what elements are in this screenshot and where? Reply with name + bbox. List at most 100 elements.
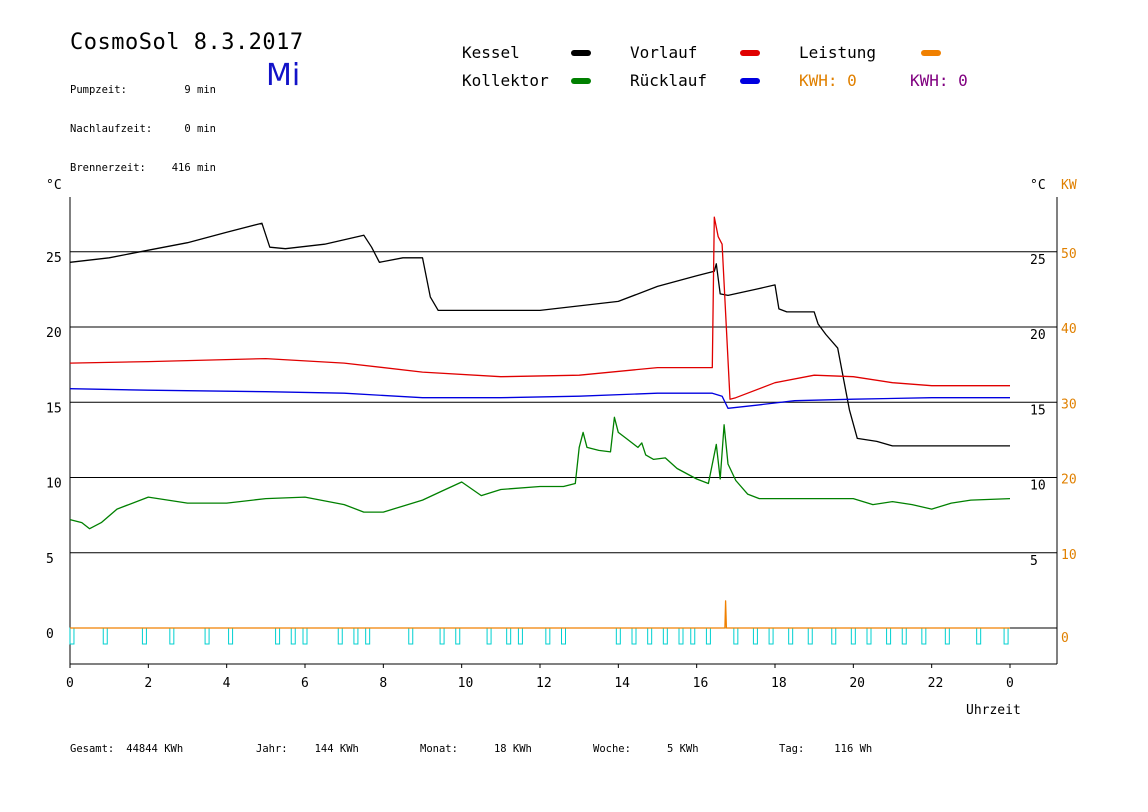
y-tick-label-right: 5 [1030,554,1038,569]
legend-swatch-vorlauf [740,50,760,56]
pump-pulse [662,627,668,645]
pump-pulse [752,627,758,645]
stat-label: Jahr: [256,743,288,755]
legend-label-kessel: Kessel [462,43,520,62]
x-tick-label: 0 [1006,676,1014,691]
pump-pulse [337,627,343,645]
x-tick-label: 4 [223,676,231,691]
pump-pulse [705,627,711,645]
pump-pulse [631,627,637,645]
pump-pulse [169,627,175,645]
x-tick-label: 20 [849,676,865,691]
y-tick-label-kw: 50 [1061,247,1077,262]
y-unit-right: °C [1030,178,1046,193]
legend-label-vorlauf: Vorlauf [630,43,698,62]
pump-pulse [228,627,234,645]
stat-monat: Monat: 18 KWh [420,743,532,755]
y-tick-label-left: 25 [46,251,62,266]
info-value: 9 min [184,84,216,96]
x-tick-label: 2 [144,676,152,691]
series-line-kollektor [69,416,1011,530]
pump-pulse [788,627,794,645]
y-tick-label-kw: 10 [1061,548,1077,563]
pump-pulse [204,627,210,645]
pump-pulse [545,627,551,645]
y-tick-label-right: 25 [1030,253,1046,268]
pump-pulse [290,627,296,645]
x-tick-label: 8 [379,676,387,691]
y-tick-label-right: 10 [1030,479,1046,494]
stat-woche: Woche: 5 KWh [593,743,699,755]
legend-label-kollektor: Kollektor [462,71,549,90]
stat-jahr: Jahr: 144 KWh [256,743,359,755]
pump-pulse [886,627,892,645]
pump-pulse [690,627,696,645]
pump-pulse [141,627,147,645]
info-row-pumpzeit: Pumpzeit: 9 min [70,84,216,97]
y-unit-left: °C [46,178,62,193]
series-line-rcklauf [69,388,1010,409]
pump-pulse [69,627,75,645]
stat-value: 144 KWh [314,743,359,755]
pump-pulse [506,627,512,645]
pump-pulse [365,627,371,645]
pump-pulse [455,627,461,645]
info-value: 0 min [184,123,216,135]
legend-label-leistung: Leistung [799,43,877,62]
x-tick-label: 10 [458,676,474,691]
stat-label: Monat: [420,743,458,755]
info-label: Brennerzeit: [70,162,146,174]
y-tick-label-left: 10 [46,477,62,492]
y-tick-label-left: 15 [46,401,62,416]
y-tick-label-left: 20 [46,326,62,341]
pump-pulse [486,627,492,645]
stat-value: 5 KWh [666,743,699,755]
x-tick-label: 14 [614,676,630,691]
weekday-label: Mi [266,58,301,93]
chart-title: CosmoSol 8.3.2017 [70,30,304,55]
pump-pulse [517,627,523,645]
pump-pulse [678,627,684,645]
y-tick-label-left: 0 [46,627,54,642]
stat-label: Gesamt: [70,743,115,755]
legend-kwh-orange: KWH: 0 [799,71,857,90]
y-unit-kw: KW [1061,178,1077,193]
pump-pulse [353,627,359,645]
y-tick-label-kw: 20 [1061,473,1077,488]
x-tick-label: 0 [66,676,74,691]
series-line-leistung [70,600,1010,629]
legend-label-ruecklauf: Rücklauf [630,71,708,90]
pump-pulse [439,627,445,645]
pump-pulse [1003,627,1009,645]
stat-label: Woche: [593,743,631,755]
info-value: 416 min [171,162,216,174]
y-tick-label-kw: 0 [1061,631,1069,646]
runtime-info: Pumpzeit: 9 min Nachlaufzeit: 0 min Bren… [70,58,216,188]
legend-swatch-leistung [921,50,941,56]
x-tick-label: 12 [536,676,552,691]
pump-pulse [976,627,982,645]
x-tick-label: 22 [928,676,944,691]
x-tick-label: 16 [693,676,709,691]
stat-value: 18 KWh [493,743,532,755]
stat-gesamt: Gesamt: 44844 KWh [70,743,183,755]
pump-pulse [768,627,774,645]
y-tick-label-right: 15 [1030,403,1046,418]
x-tick-label: 18 [771,676,787,691]
pump-pulse [647,627,653,645]
x-axis-label: Uhrzeit [966,703,1021,718]
info-row-nachlaufzeit: Nachlaufzeit: 0 min [70,123,216,136]
y-tick-label-kw: 40 [1061,322,1077,337]
stat-value: 44844 KWh [126,743,184,755]
pump-pulse [275,627,281,645]
series-line-kessel [69,222,1010,447]
pump-pulse [302,627,308,645]
legend-kwh-purple: KWH: 0 [910,71,968,90]
pump-pulse [831,627,837,645]
pump-pulse [850,627,856,645]
y-tick-label-left: 5 [46,552,54,567]
legend-swatch-ruecklauf [740,78,760,84]
legend-swatch-kessel [571,50,591,56]
pump-pulse [921,627,927,645]
